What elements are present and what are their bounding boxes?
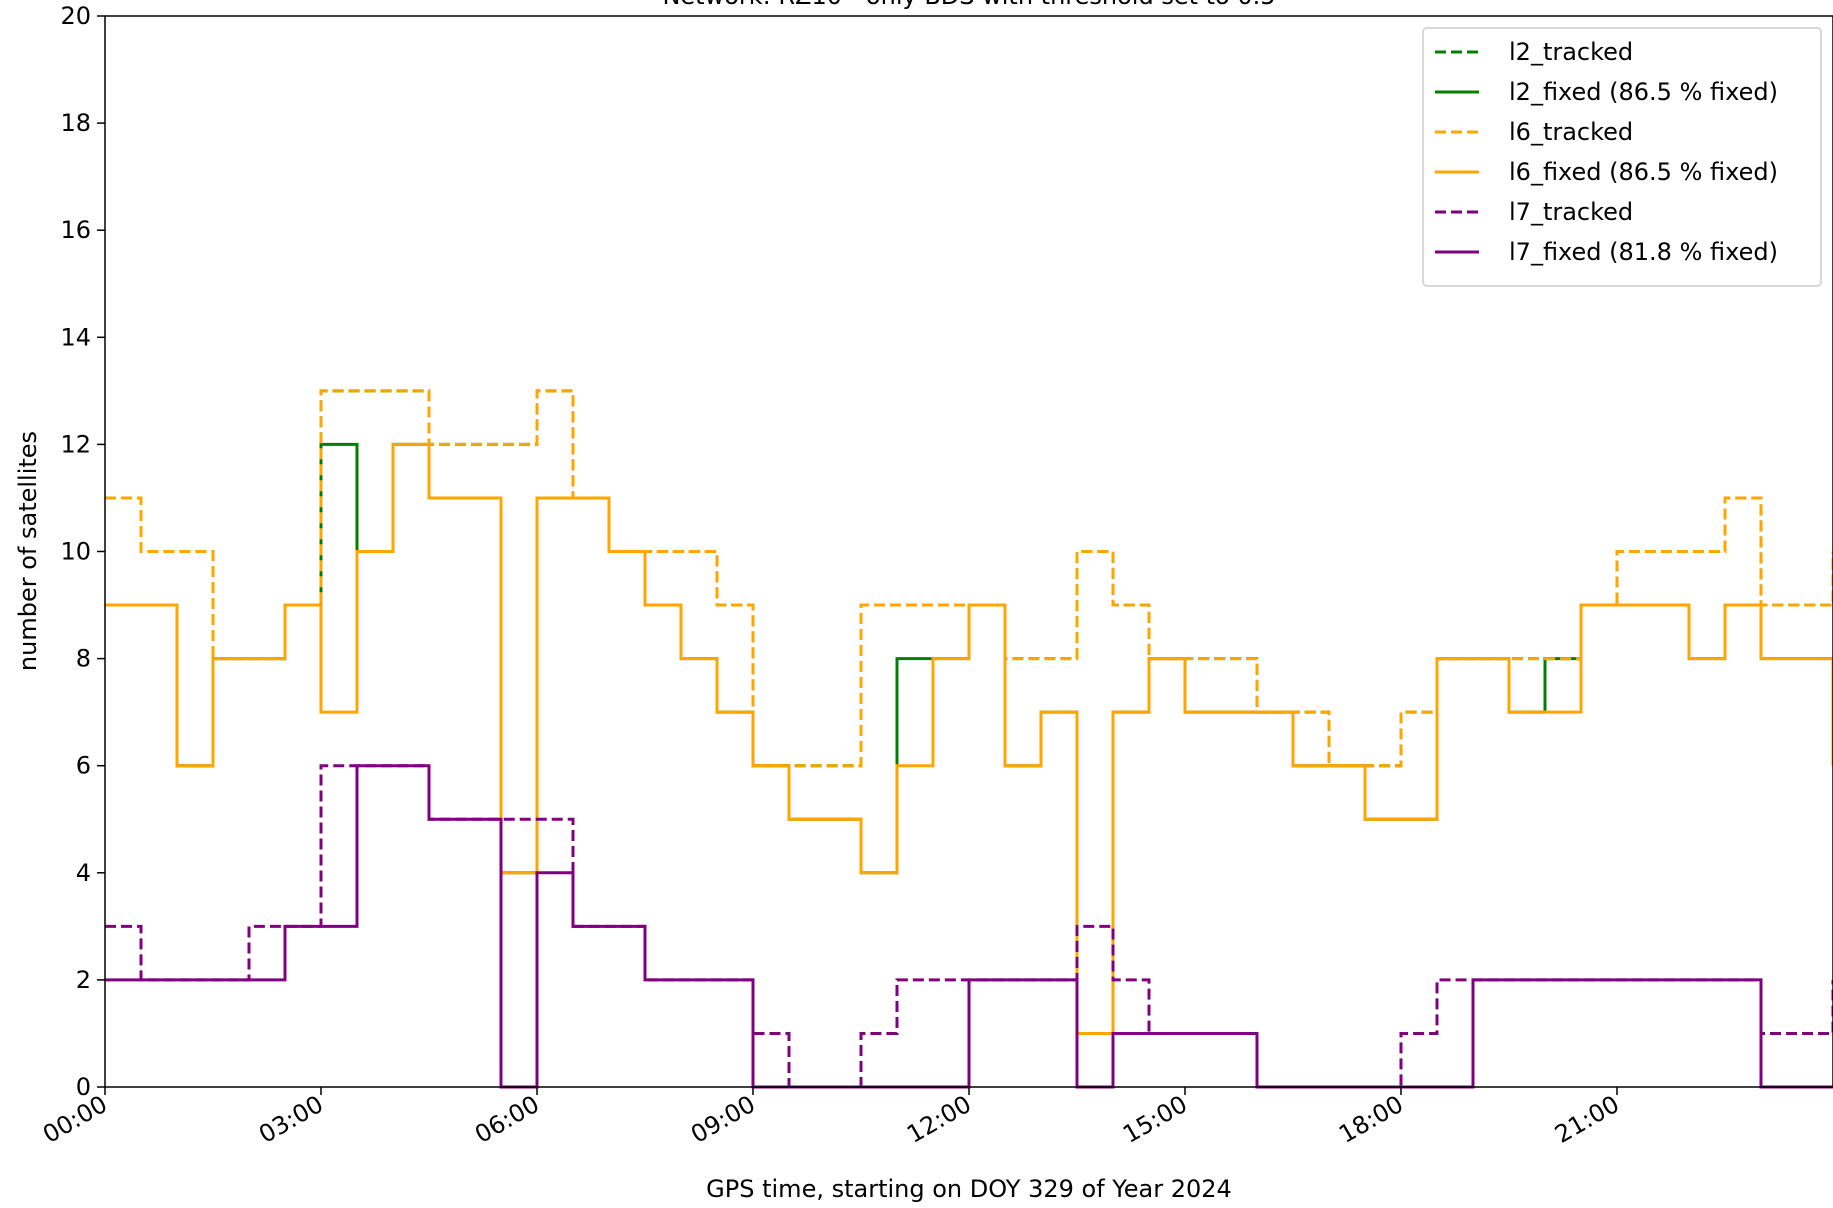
y-tick-label: 12: [60, 430, 91, 458]
x-tick-label: 12:00: [902, 1090, 976, 1149]
y-tick-label: 2: [76, 966, 91, 994]
y-tick-label: 20: [60, 2, 91, 30]
series-line: [105, 389, 1833, 768]
legend-label: l7_tracked: [1509, 198, 1633, 226]
chart-title: Network: RZ10 - only BDS with threshold …: [662, 0, 1275, 10]
x-tick-label: 06:00: [470, 1090, 544, 1149]
series-line: [105, 442, 1833, 1035]
y-tick-label: 16: [60, 216, 91, 244]
legend-box: [1422, 27, 1822, 287]
y-axis-label: number of satellites: [14, 431, 42, 671]
y-tick-label: 0: [76, 1073, 91, 1101]
y-tick-label: 14: [60, 323, 91, 351]
x-tick-label: 15:00: [1118, 1090, 1192, 1149]
series-line: [105, 764, 1833, 1089]
x-tick-label: 21:00: [1550, 1090, 1624, 1149]
y-tick-label: 4: [76, 859, 91, 887]
y-tick-label: 10: [60, 538, 91, 566]
x-tick-label: 09:00: [686, 1090, 760, 1149]
series-line: [105, 442, 1833, 1035]
y-tick-label: 8: [76, 645, 91, 673]
legend-label: l6_fixed (86.5 % fixed): [1509, 158, 1778, 186]
x-axis-label: GPS time, starting on DOY 329 of Year 20…: [706, 1175, 1232, 1203]
x-tick-label: 03:00: [254, 1090, 328, 1149]
legend-label: l7_fixed (81.8 % fixed): [1509, 238, 1778, 266]
x-tick-label: 18:00: [1334, 1090, 1408, 1149]
y-tick-label: 6: [76, 752, 91, 780]
legend-label: l2_fixed (86.5 % fixed): [1509, 78, 1778, 106]
series-line: [105, 389, 1833, 768]
legend-label: l6_tracked: [1509, 118, 1633, 146]
legend-label: l2_tracked: [1509, 38, 1633, 66]
y-tick-label: 18: [60, 109, 91, 137]
